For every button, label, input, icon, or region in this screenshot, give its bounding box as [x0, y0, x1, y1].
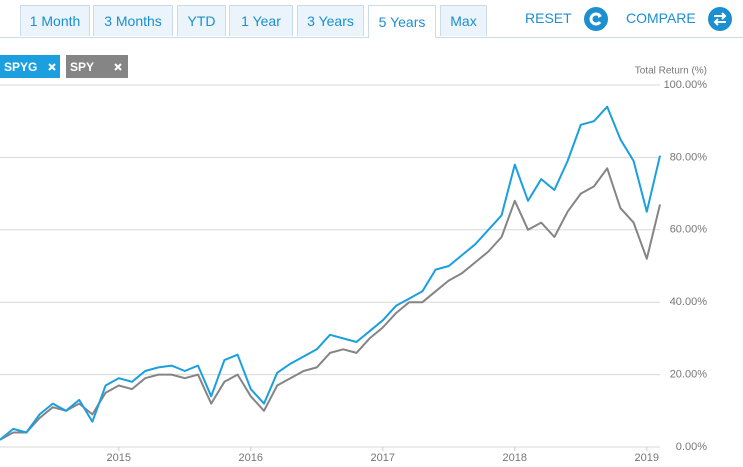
series-chip[interactable]: SPY — [66, 55, 128, 78]
y-tick-label: 80.00% — [670, 151, 708, 163]
tab[interactable]: Max — [440, 5, 487, 36]
x-tick-label: 2017 — [371, 452, 395, 464]
series-line — [0, 167, 661, 441]
x-tick-label: 2016 — [239, 452, 263, 464]
x-tick-label: 2015 — [107, 452, 131, 464]
tab[interactable]: 5 Years — [368, 5, 436, 38]
x-tick-label: 2019 — [635, 452, 659, 464]
y-tick-label: 60.00% — [670, 224, 708, 236]
y-tick-label: 40.00% — [670, 296, 708, 308]
tab[interactable]: YTD — [177, 5, 226, 36]
chip-close[interactable] — [114, 63, 122, 71]
x-tick-label: 2018 — [503, 452, 527, 464]
y-tick-label: 20.00% — [670, 369, 708, 381]
chip-label: SPYG — [4, 59, 38, 74]
y-tick-label: 0.00% — [676, 441, 707, 453]
y-axis-title: Total Return (%) — [635, 66, 707, 77]
action-icon[interactable] — [708, 7, 732, 31]
series-line — [0, 105, 661, 441]
y-tick-label: 100.00% — [664, 79, 708, 91]
tab[interactable]: 3 Months — [93, 5, 173, 36]
chip-close[interactable] — [48, 63, 56, 71]
tab[interactable]: 3 Years — [297, 5, 364, 36]
action-icon[interactable] — [584, 7, 608, 31]
action-button[interactable]: COMPARE — [626, 10, 696, 26]
tab[interactable]: 1 Month — [20, 5, 90, 36]
series-chip[interactable]: SPYG — [0, 55, 60, 78]
chip-label: SPY — [70, 59, 95, 74]
tab[interactable]: 1 Year — [229, 5, 293, 36]
action-button[interactable]: RESET — [525, 10, 572, 26]
